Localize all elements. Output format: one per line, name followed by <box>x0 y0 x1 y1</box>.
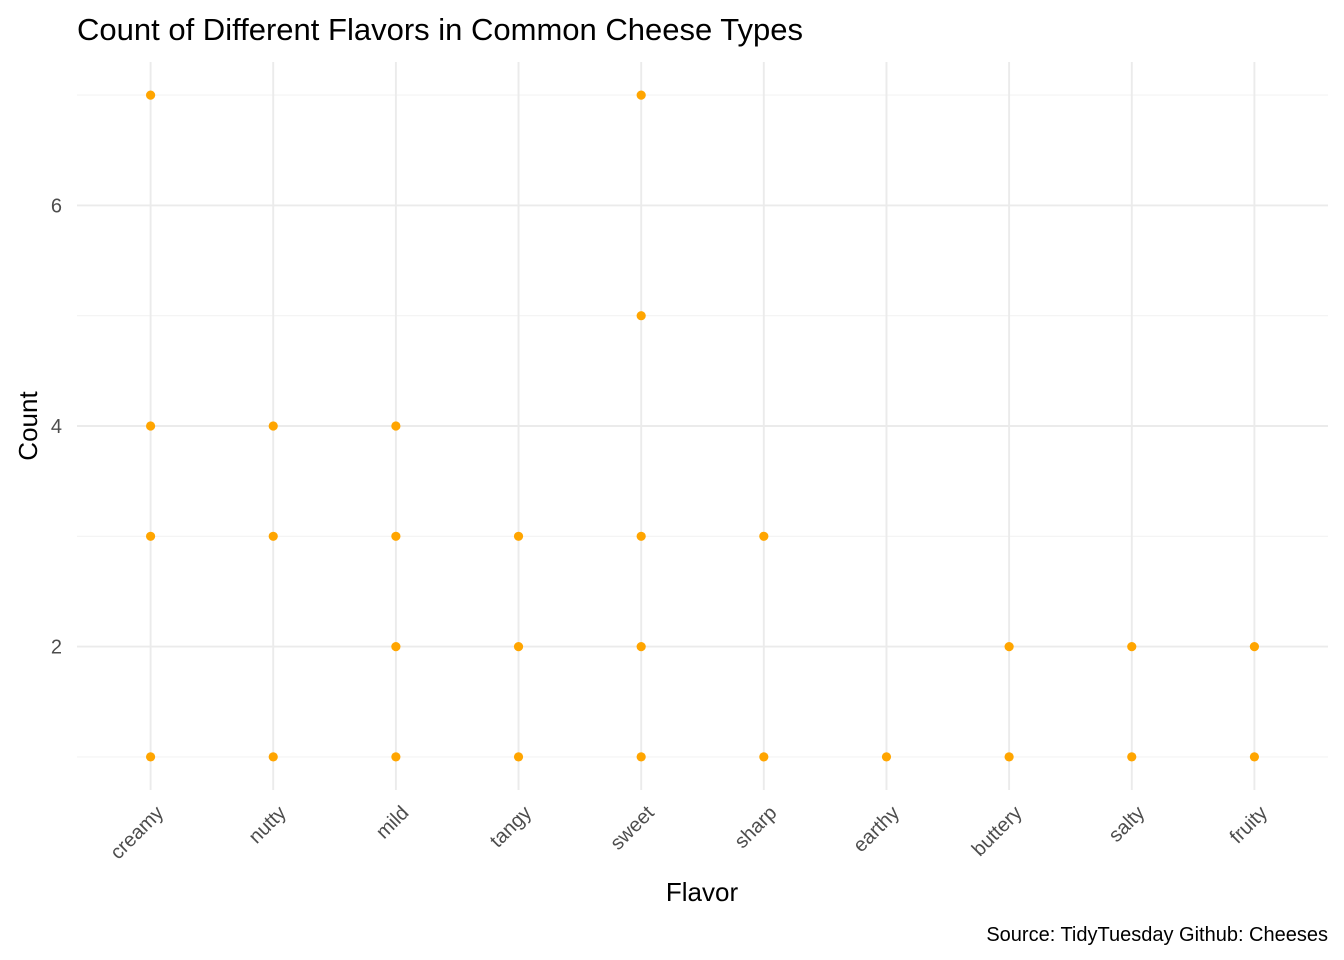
data-point <box>1127 752 1137 762</box>
data-point <box>636 90 646 100</box>
data-point <box>759 531 769 541</box>
data-point <box>268 752 278 762</box>
data-point <box>145 90 156 100</box>
data-point <box>391 752 401 762</box>
x-tick-label: fruity <box>1226 802 1272 848</box>
data-point <box>1127 642 1137 652</box>
data-point <box>636 531 646 541</box>
data-point <box>1249 642 1260 652</box>
data-point <box>513 752 524 762</box>
data-point <box>268 421 278 431</box>
data-point <box>636 642 646 652</box>
x-tick-label: salty <box>1105 802 1150 847</box>
y-tick-label: 4 <box>51 416 62 438</box>
data-point <box>268 531 278 541</box>
grid-lines <box>77 62 1328 790</box>
data-point <box>145 421 156 431</box>
y-axis-ticks: 2 4 6 <box>51 195 62 658</box>
data-point <box>1004 642 1014 652</box>
data-point <box>1249 752 1260 762</box>
x-tick-label: earthy <box>849 802 904 857</box>
data-point <box>1004 752 1014 762</box>
data-point <box>636 752 646 762</box>
source-caption: Source: TidyTuesday Github: Cheeses <box>986 924 1328 946</box>
x-tick-label: tangy <box>486 802 536 852</box>
data-point <box>145 752 156 762</box>
data-point <box>391 531 401 541</box>
data-points <box>145 90 1260 762</box>
y-tick-label: 6 <box>51 195 62 217</box>
x-tick-label: buttery <box>968 802 1027 861</box>
x-axis-ticks: creamy nutty mild tangy sweet sharp earthy butt… <box>106 802 1272 864</box>
data-point <box>513 642 524 652</box>
y-tick-label: 2 <box>51 637 62 659</box>
chart-title: Count of Different Flavors in Common Che… <box>77 12 803 47</box>
data-point <box>145 531 156 541</box>
data-point <box>759 752 769 762</box>
y-axis-title: Count <box>13 391 43 461</box>
x-tick-label: sharp <box>730 802 781 853</box>
data-point <box>513 531 524 541</box>
x-axis-title: Flavor <box>666 877 739 907</box>
x-tick-label: creamy <box>106 802 168 864</box>
x-tick-label: sweet <box>606 802 659 855</box>
x-tick-label: mild <box>372 802 413 843</box>
data-point <box>391 421 401 431</box>
x-tick-label: nutty <box>245 802 291 848</box>
data-point <box>391 642 401 652</box>
data-point <box>636 311 646 321</box>
data-point <box>881 752 892 762</box>
